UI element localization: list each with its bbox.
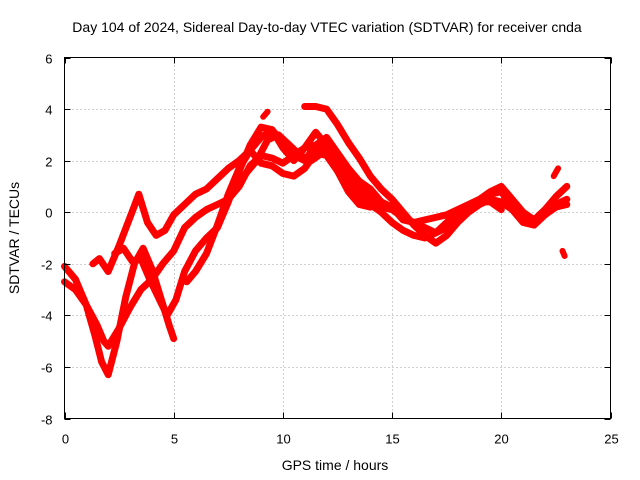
series-track-6: [301, 103, 571, 247]
x-tick-label: 0: [62, 432, 69, 447]
y-tick-label: 0: [45, 206, 52, 221]
series-glitch-3: [260, 108, 271, 120]
series-glitch-1: [550, 165, 562, 180]
series-track-5: [183, 146, 505, 286]
y-tick-label: 6: [45, 52, 52, 67]
x-tick-label: 25: [604, 432, 618, 447]
series-glitch-2: [559, 247, 568, 259]
x-axis-label: GPS time / hours: [282, 457, 389, 473]
y-tick-label: 2: [45, 155, 52, 170]
series-track-7: [231, 131, 370, 198]
data-series: [61, 103, 571, 379]
x-tick-label: 15: [385, 432, 399, 447]
y-axis-label: SDTVAR / TECUs: [6, 182, 22, 294]
tick-labels: 0 5 10 15 20 25 -8 -6 -4 -2 0 2 4 6: [41, 52, 619, 447]
x-tick-label: 20: [494, 432, 508, 447]
axis-ticks: [64, 57, 612, 420]
plot-frame: [64, 57, 611, 419]
grid: [64, 57, 611, 419]
x-tick-label: 10: [276, 432, 290, 447]
y-tick-label: 4: [45, 103, 52, 118]
chart-title: Day 104 of 2024, Sidereal Day-to-day VTE…: [72, 19, 582, 35]
y-tick-label: -8: [41, 413, 53, 428]
x-tick-label: 5: [171, 432, 178, 447]
y-tick-label: -4: [41, 309, 53, 324]
y-tick-label: -2: [41, 258, 53, 273]
y-tick-label: -6: [41, 361, 53, 376]
series-track-4: [111, 123, 571, 319]
